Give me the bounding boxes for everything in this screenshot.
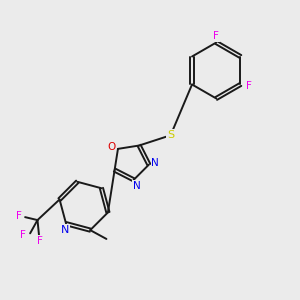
Text: F: F — [37, 236, 43, 246]
Text: S: S — [167, 130, 174, 140]
Text: F: F — [20, 230, 26, 240]
Text: F: F — [16, 211, 22, 221]
Text: O: O — [107, 142, 116, 152]
Text: N: N — [133, 181, 140, 191]
Text: F: F — [246, 81, 252, 91]
Text: N: N — [152, 158, 159, 168]
Text: F: F — [213, 31, 219, 41]
Text: N: N — [60, 225, 69, 235]
